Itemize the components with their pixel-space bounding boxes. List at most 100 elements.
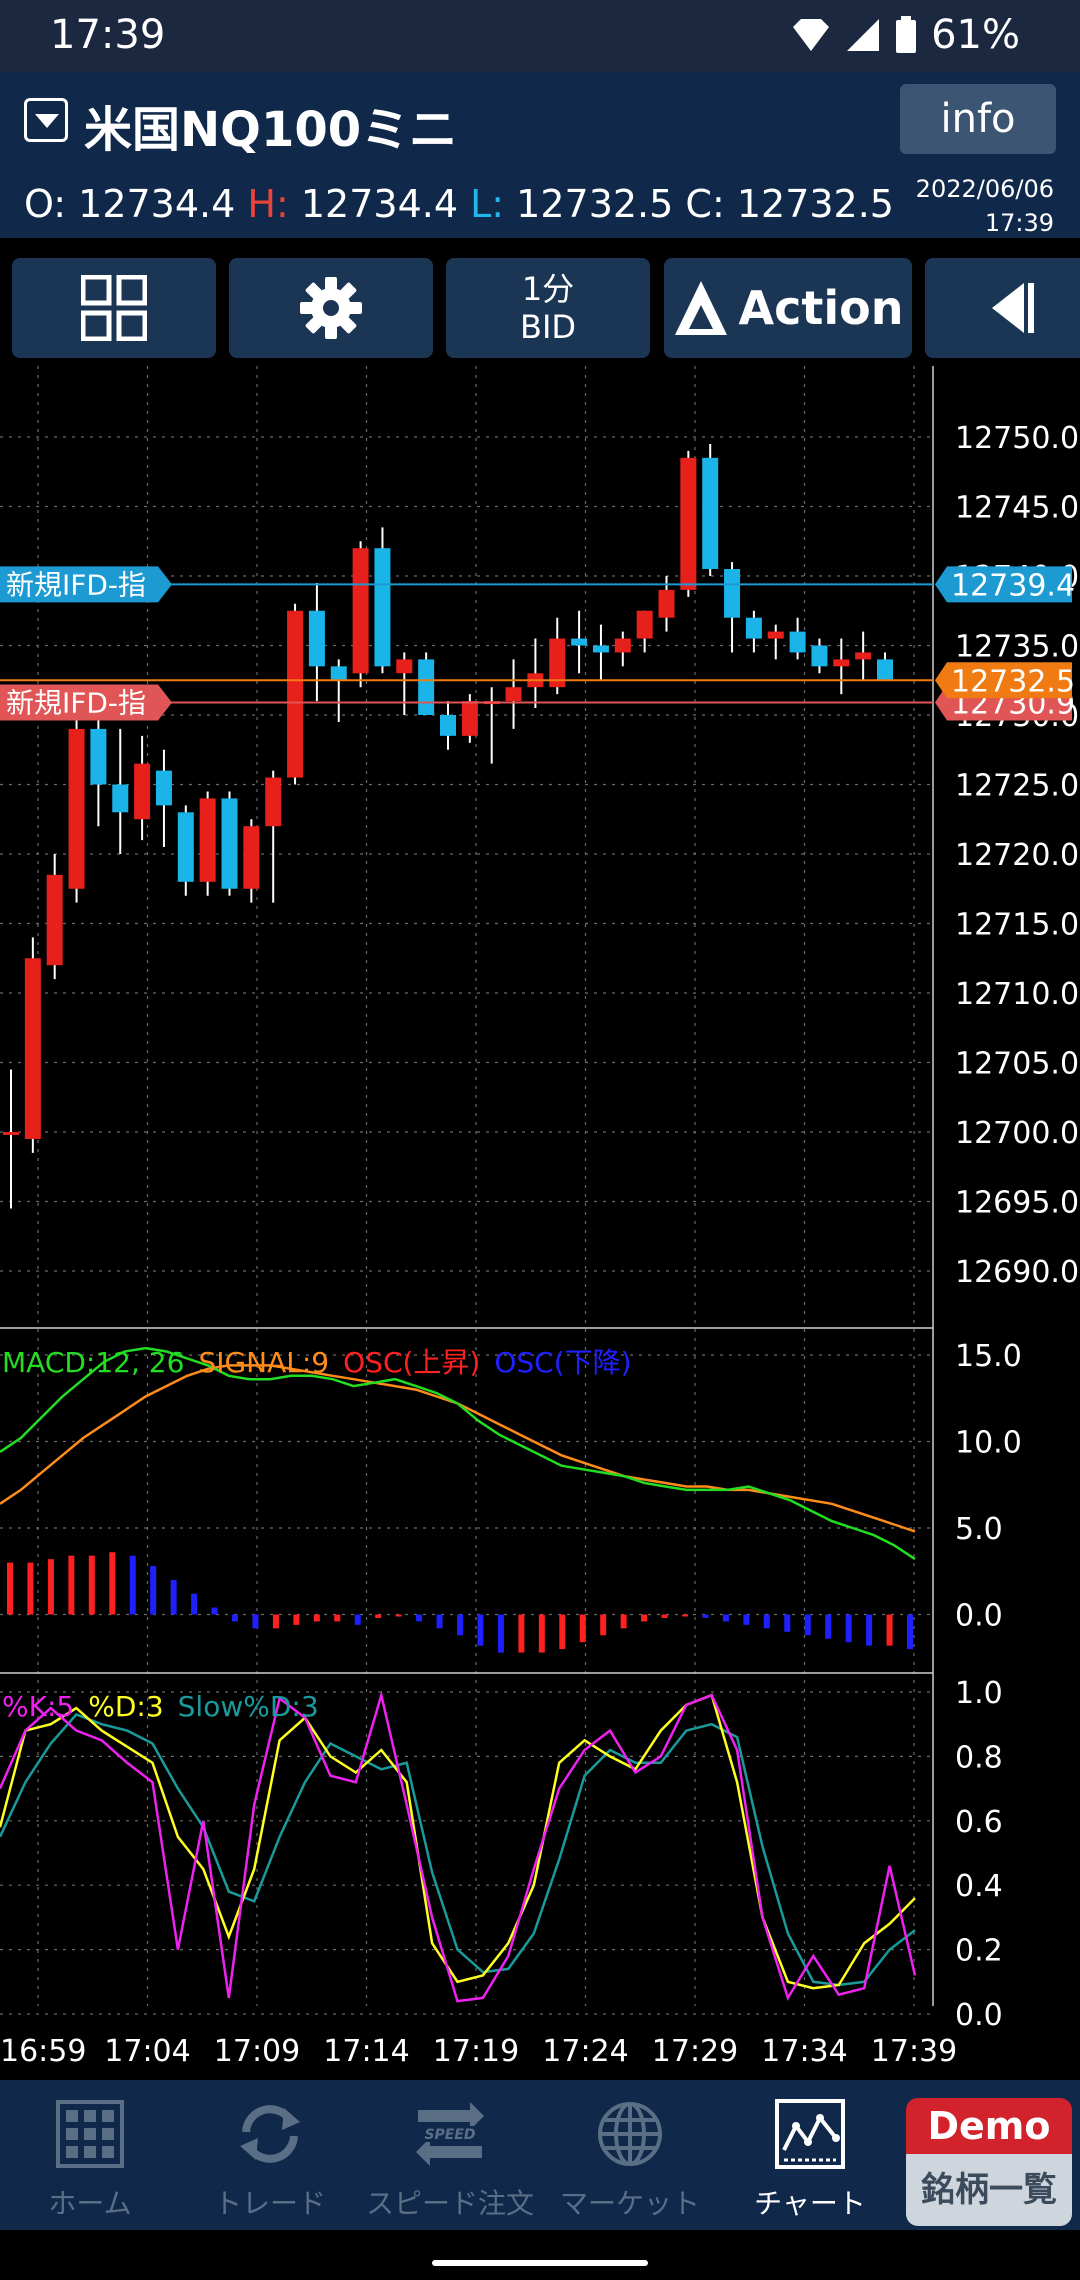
osc-bar — [477, 1614, 484, 1646]
candle-body — [90, 728, 107, 785]
osc-bar — [497, 1614, 504, 1653]
osc-bar — [722, 1614, 729, 1622]
high-value: 12734.4 — [300, 182, 458, 226]
order-line-label: 新規IFD-指 — [6, 568, 146, 601]
nav-item-chart[interactable]: チャート — [720, 2080, 900, 2230]
settings-button[interactable] — [229, 258, 433, 358]
price-tick-label: 12695.0 — [955, 1186, 1079, 1221]
nav-item-trade[interactable]: トレード — [180, 2080, 360, 2230]
price-tick-label: 12715.0 — [955, 908, 1079, 943]
osc-bar — [661, 1614, 668, 1618]
candle-body — [592, 645, 609, 653]
chart-svg[interactable]: 12750.012745.012740.012735.012730.012725… — [0, 366, 1080, 2080]
battery-icon — [896, 16, 917, 53]
price-tag — [935, 662, 1072, 699]
status-bar: 17:39 61% — [0, 0, 1080, 72]
info-button[interactable]: info — [900, 84, 1056, 154]
osc-bar — [518, 1614, 525, 1653]
candle-body — [811, 645, 828, 667]
osc-bar — [313, 1614, 320, 1622]
candle-body — [177, 812, 194, 882]
osc-bar — [88, 1555, 95, 1615]
macd-tick-label: 15.0 — [955, 1339, 1022, 1374]
candle-body — [658, 589, 675, 618]
osc-bar — [170, 1579, 177, 1615]
symbol-list-label: 銘柄一覧 — [906, 2154, 1072, 2226]
stoch-legend-item: Slow%D:3 — [178, 1690, 319, 1723]
quote-time: 17:39 — [984, 209, 1054, 237]
candle-body — [112, 784, 129, 813]
candle-body — [134, 763, 151, 820]
timeframe-label: 1分 — [521, 270, 575, 308]
close-value: 12732.5 — [736, 182, 894, 226]
macd-tick-label: 0.0 — [955, 1599, 1003, 1634]
time-tick-label: 17:19 — [433, 2034, 519, 2069]
macd-legend-item: MACD:12, 26 — [2, 1346, 184, 1379]
price-tick-label: 12720.0 — [955, 838, 1079, 873]
low-label: L: — [470, 182, 505, 226]
bottom-nav: ホーム トレード SPEED スピード注文 マーケット — [0, 2080, 1080, 2230]
nav-label-market: マーケット — [559, 2187, 700, 2220]
k-line — [0, 1690, 917, 2003]
candle-body — [702, 457, 719, 570]
price-tick-label: 12735.0 — [955, 630, 1079, 665]
candle-body — [636, 610, 653, 639]
osc-bar — [886, 1614, 893, 1646]
gesture-handle[interactable] — [432, 2260, 648, 2266]
osc-bar — [129, 1555, 136, 1615]
macd-line — [0, 1346, 916, 1561]
osc-bar — [866, 1614, 873, 1646]
candle-body — [724, 569, 741, 618]
nav-item-home[interactable]: ホーム — [0, 2080, 180, 2230]
layout-grid-button[interactable] — [12, 258, 216, 358]
nav-item-speed-order[interactable]: SPEED スピード注文 — [360, 2080, 540, 2230]
osc-bar — [641, 1614, 648, 1622]
candle-body — [396, 659, 413, 674]
collapse-panel-button[interactable] — [925, 258, 1080, 358]
osc-bar — [845, 1614, 852, 1643]
nav-item-market[interactable]: マーケット — [540, 2080, 720, 2230]
osc-bar — [191, 1593, 198, 1615]
time-tick-label: 17:14 — [323, 2034, 409, 2069]
chart-area[interactable]: 12750.012745.012740.012735.012730.012725… — [0, 366, 1080, 2080]
candle-body — [308, 610, 325, 667]
demo-symbol-list-button[interactable]: Demo 銘柄一覧 — [906, 2098, 1072, 2226]
action-button[interactable]: Action — [664, 258, 912, 358]
low-value: 12732.5 — [516, 182, 674, 226]
osc-bar — [375, 1614, 382, 1618]
symbol-name[interactable]: 米国NQ100ミニ — [84, 102, 458, 158]
quote-datetime: 2022/06/06 17:39 — [916, 172, 1054, 240]
osc-bar — [804, 1614, 811, 1636]
candle-body — [68, 728, 85, 889]
candle-body — [199, 798, 216, 882]
price-tag — [935, 566, 1072, 603]
time-tick-label: 17:29 — [652, 2034, 738, 2069]
macd-legend-item: OSC(下降) — [494, 1346, 631, 1379]
candle-body — [549, 638, 566, 688]
stoch-tick-label: 0.4 — [955, 1869, 1003, 1904]
candle-body — [330, 666, 347, 681]
collapse-left-icon — [991, 283, 1034, 333]
osc-bar — [702, 1614, 709, 1618]
order-line-tag — [0, 566, 172, 603]
open-label: O: — [24, 182, 67, 226]
demo-badge: Demo — [906, 2098, 1072, 2154]
timeframe-button[interactable]: 1分 BID — [446, 258, 650, 358]
gear-icon — [300, 277, 362, 339]
globe-icon — [598, 2102, 662, 2166]
home-grid-icon — [56, 2100, 124, 2168]
osc-bar — [579, 1614, 586, 1643]
osc-bar — [334, 1614, 341, 1622]
osc-bar — [293, 1614, 300, 1625]
order-line-tag — [0, 684, 172, 721]
candle-body — [352, 548, 369, 674]
candle-body — [440, 715, 456, 736]
symbol-dropdown-button[interactable] — [24, 98, 68, 142]
osc-bar — [457, 1614, 463, 1636]
candle-body — [789, 631, 806, 653]
order-line-label: 新規IFD-指 — [6, 686, 146, 719]
price-tick-label: 12710.0 — [955, 977, 1079, 1012]
candle-body — [243, 826, 260, 889]
osc-bar — [272, 1614, 279, 1629]
nav-label-chart: チャート — [754, 2187, 866, 2220]
